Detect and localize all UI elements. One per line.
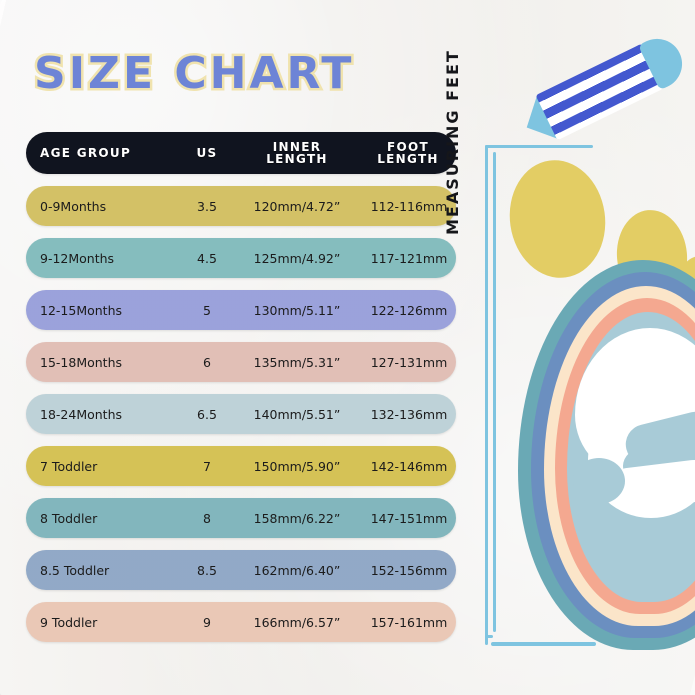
measuring-bracket-inner-icon — [493, 152, 496, 632]
cell-foot-length: 127-131mm — [370, 354, 448, 370]
cell-inner-length: 125mm/4.92” — [253, 250, 341, 266]
measuring-bracket-top-icon — [485, 145, 593, 148]
cell-foot-length: 132-136mm — [370, 406, 448, 422]
table-row: 7 Toddler 7 150mm/5.90” 142-146mm — [26, 446, 456, 486]
cell-us: 8.5 — [197, 562, 217, 578]
measuring-bracket-icon — [485, 145, 488, 645]
cell-us: 6.5 — [197, 406, 217, 422]
table-row: 8.5 Toddler 8.5 162mm/6.40” 152-156mm — [26, 550, 456, 590]
column-header-age-group: AGE GROUP — [40, 146, 132, 160]
column-header-foot-length-line2: LENGTH — [377, 152, 439, 166]
cell-foot-length: 147-151mm — [370, 510, 448, 526]
cell-age-group: 8 Toddler — [40, 510, 98, 526]
cell-age-group: 9 Toddler — [40, 614, 98, 630]
cell-age-group: 18-24Months — [40, 406, 123, 422]
cell-us: 3.5 — [197, 198, 217, 214]
column-header-us: US — [196, 146, 218, 160]
measuring-bracket-corner-icon — [485, 635, 493, 638]
measuring-bracket-bottom-icon — [491, 642, 596, 646]
table-header-row: AGE GROUP US INNER LENGTH FOOT LENGTH — [26, 132, 456, 174]
cell-us: 4.5 — [197, 250, 217, 266]
table-row: 9-12Months 4.5 125mm/4.92” 117-121mm — [26, 238, 456, 278]
cell-us: 7 — [203, 458, 211, 474]
column-header-inner-length-line1: INNER — [272, 140, 322, 154]
cell-age-group: 12-15Months — [40, 302, 123, 318]
cell-inner-length: 135mm/5.31” — [253, 354, 341, 370]
size-chart-table: AGE GROUP US INNER LENGTH FOOT LENGTH 0-… — [26, 132, 456, 654]
cell-inner-length: 150mm/5.90” — [253, 458, 341, 474]
cell-foot-length: 157-161mm — [370, 614, 448, 630]
column-header-inner-length: INNER LENGTH — [241, 141, 353, 165]
table-row: 12-15Months 5 130mm/5.11” 122-126mm — [26, 290, 456, 330]
table-row: 15-18Months 6 135mm/5.31” 127-131mm — [26, 342, 456, 382]
cell-foot-length: 122-126mm — [370, 302, 448, 318]
cell-foot-length: 112-116mm — [370, 198, 448, 214]
column-header-foot-length: FOOT LENGTH — [358, 141, 458, 165]
column-header-foot-length-line1: FOOT — [387, 140, 429, 154]
cell-age-group: 7 Toddler — [40, 458, 98, 474]
cell-age-group: 9-12Months — [40, 250, 115, 266]
cell-foot-length: 142-146mm — [370, 458, 448, 474]
cell-inner-length: 140mm/5.51” — [253, 406, 341, 422]
table-row: 8 Toddler 8 158mm/6.22” 147-151mm — [26, 498, 456, 538]
cell-foot-length: 152-156mm — [370, 562, 448, 578]
table-row: 9 Toddler 9 166mm/6.57” 157-161mm — [26, 602, 456, 642]
cell-inner-length: 162mm/6.40” — [253, 562, 341, 578]
cell-age-group: 0-9Months — [40, 198, 107, 214]
cell-foot-length: 117-121mm — [370, 250, 448, 266]
toe-icon — [502, 153, 613, 285]
table-row: 0-9Months 3.5 120mm/4.72” 112-116mm — [26, 186, 456, 226]
cell-us: 9 — [203, 614, 211, 630]
page-title: SIZE CHART — [31, 46, 355, 102]
cell-age-group: 15-18Months — [40, 354, 123, 370]
cell-inner-length: 158mm/6.22” — [253, 510, 341, 526]
cell-age-group: 8.5 Toddler — [40, 562, 110, 578]
measuring-feet-illustration: MEASURING FEET — [443, 30, 695, 670]
column-header-inner-length-line2: LENGTH — [266, 152, 328, 166]
measuring-feet-label: MEASURING FEET — [443, 0, 462, 235]
foot-notch-icon — [573, 458, 625, 504]
measuring-feet-label-text: MEASURING FEET — [443, 49, 462, 235]
cell-inner-length: 166mm/6.57” — [253, 614, 341, 630]
pencil-icon — [511, 21, 695, 162]
cell-inner-length: 130mm/5.11” — [253, 302, 341, 318]
table-row: 18-24Months 6.5 140mm/5.51” 132-136mm — [26, 394, 456, 434]
cell-inner-length: 120mm/4.72” — [253, 198, 341, 214]
cell-us: 6 — [203, 354, 211, 370]
cell-us: 5 — [203, 302, 211, 318]
cell-us: 8 — [203, 510, 211, 526]
